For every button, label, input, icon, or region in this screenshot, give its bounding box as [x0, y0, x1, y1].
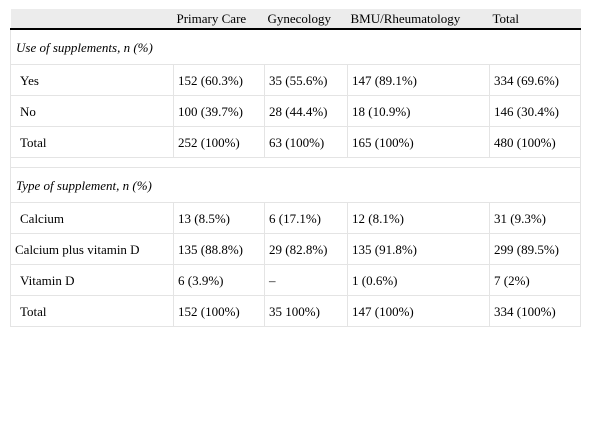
- table-row: Yes 152 (60.3%) 35 (55.6%) 147 (89.1%) 3…: [10, 64, 581, 96]
- cell-primary-care: 13 (8.5%): [173, 202, 265, 234]
- section-title-row: Type of supplement, n (%): [10, 167, 581, 203]
- section-title-use-of-supplements: Use of supplements, n (%): [10, 29, 581, 65]
- header-bmu-rheumatology: BMU/Rheumatology: [347, 9, 490, 30]
- header-total: Total: [489, 9, 581, 30]
- cell-gynecology: 6 (17.1%): [264, 202, 348, 234]
- row-label: Total: [10, 126, 174, 158]
- cell-primary-care: 135 (88.8%): [173, 233, 265, 265]
- cell-primary-care: 152 (60.3%): [173, 64, 265, 96]
- row-label: Total: [10, 295, 174, 327]
- cell-bmu-rheumatology: 135 (91.8%): [347, 233, 490, 265]
- table-row: Calcium 13 (8.5%) 6 (17.1%) 12 (8.1%) 31…: [10, 202, 581, 234]
- section-title-row: Use of supplements, n (%): [10, 29, 581, 65]
- cell-gynecology: 29 (82.8%): [264, 233, 348, 265]
- cell-primary-care: 6 (3.9%): [173, 264, 265, 296]
- cell-gynecology: 35 (55.6%): [264, 64, 348, 96]
- header-gynecology: Gynecology: [264, 9, 348, 30]
- cell-bmu-rheumatology: 147 (89.1%): [347, 64, 490, 96]
- cell-total: 31 (9.3%): [489, 202, 581, 234]
- cell-gynecology: 63 (100%): [264, 126, 348, 158]
- header-row: Primary Care Gynecology BMU/Rheumatology…: [10, 9, 581, 30]
- row-label: Calcium: [10, 202, 174, 234]
- cell-total: 334 (69.6%): [489, 64, 581, 96]
- row-label: Calcium plus vitamin D: [10, 233, 174, 265]
- table-row: Calcium plus vitamin D 135 (88.8%) 29 (8…: [10, 233, 581, 265]
- cell-bmu-rheumatology: 12 (8.1%): [347, 202, 490, 234]
- cell-total: 146 (30.4%): [489, 95, 581, 127]
- cell-total: 7 (2%): [489, 264, 581, 296]
- row-label: No: [10, 95, 174, 127]
- cell-bmu-rheumatology: 1 (0.6%): [347, 264, 490, 296]
- cell-bmu-rheumatology: 165 (100%): [347, 126, 490, 158]
- cell-total: 480 (100%): [489, 126, 581, 158]
- cell-primary-care: 252 (100%): [173, 126, 265, 158]
- cell-total: 334 (100%): [489, 295, 581, 327]
- header-primary-care: Primary Care: [173, 9, 265, 30]
- cell-primary-care: 152 (100%): [173, 295, 265, 327]
- spacer-cell: [10, 157, 581, 168]
- row-label: Yes: [10, 64, 174, 96]
- cell-gynecology: –: [264, 264, 348, 296]
- table-row: Total 252 (100%) 63 (100%) 165 (100%) 48…: [10, 126, 581, 158]
- table-row: Total 152 (100%) 35 100%) 147 (100%) 334…: [10, 295, 581, 327]
- cell-gynecology: 28 (44.4%): [264, 95, 348, 127]
- header-cell-empty: [10, 9, 174, 30]
- cell-total: 299 (89.5%): [489, 233, 581, 265]
- table-row: No 100 (39.7%) 28 (44.4%) 18 (10.9%) 146…: [10, 95, 581, 127]
- cell-bmu-rheumatology: 147 (100%): [347, 295, 490, 327]
- spacer-row: [10, 157, 581, 168]
- table-row: Vitamin D 6 (3.9%) – 1 (0.6%) 7 (2%): [10, 264, 581, 296]
- section-title-type-of-supplement: Type of supplement, n (%): [10, 167, 581, 203]
- cell-gynecology: 35 100%): [264, 295, 348, 327]
- row-label: Vitamin D: [10, 264, 174, 296]
- cell-primary-care: 100 (39.7%): [173, 95, 265, 127]
- supplement-table: Primary Care Gynecology BMU/Rheumatology…: [10, 9, 581, 327]
- supplement-table-container: Primary Care Gynecology BMU/Rheumatology…: [10, 9, 581, 327]
- cell-bmu-rheumatology: 18 (10.9%): [347, 95, 490, 127]
